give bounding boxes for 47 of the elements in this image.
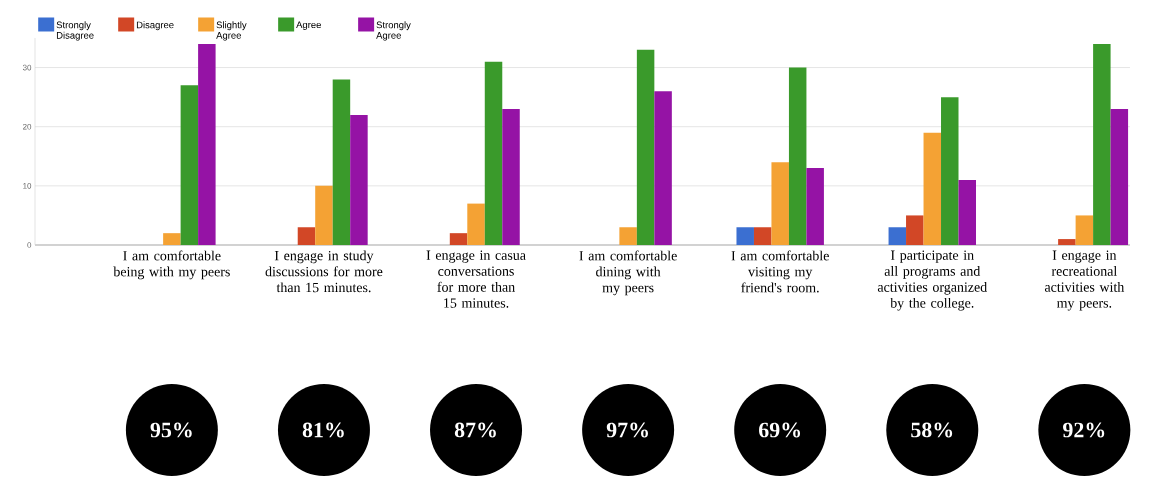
bar [180,85,199,245]
bar [636,49,655,245]
legend-label: Agree [296,21,321,30]
bar [1058,239,1076,245]
bar [923,132,942,245]
bar [484,61,503,245]
bar [619,227,637,245]
x-tick-label: I am comfortable dining with my peers [579,250,677,296]
bar [350,114,368,245]
bar [753,227,772,245]
x-tick-label: I engage in recreational activities with my peers. [1044,250,1125,311]
legend-label: Disagree [136,21,174,31]
bar [1075,215,1094,245]
legend-label: Strongly Disagree [56,21,94,41]
text: 81% [302,422,344,438]
bar [888,227,907,245]
bar [467,203,485,245]
text: 92% [1063,422,1105,438]
x-tick-label: I engage in study discussions for more than 15 minutes. [265,250,383,293]
bar [1093,43,1111,245]
bar [198,43,216,245]
x-tick-label: I am comfortable being with my peers [113,250,230,280]
text: 58% [911,422,953,438]
bar [315,185,333,245]
bar [163,233,181,245]
bar [958,179,976,245]
bar [788,67,807,245]
text: 97% [606,422,648,438]
text: 69% [759,422,801,438]
legend-label: Slightly Agree [216,21,247,41]
bar [654,91,672,245]
bar [806,168,824,245]
bar [771,162,789,245]
bar [941,97,959,245]
bar [449,233,468,245]
x-tick-label: I engage in casua conversations for more than 15 minutes. [426,250,526,308]
text: 95% [150,422,192,438]
legend-label: Strongly Agree [376,21,411,41]
x-tick-label: I am comfortable visiting my friend's room. [731,250,829,293]
bar [502,108,520,245]
bar [906,215,924,245]
bar [736,227,754,245]
bar [1110,108,1129,245]
x-tick-label: I participate in all programs and activities organized by the college. [877,250,988,311]
bar [297,227,316,245]
bar [332,79,351,245]
text: 87% [454,422,496,438]
